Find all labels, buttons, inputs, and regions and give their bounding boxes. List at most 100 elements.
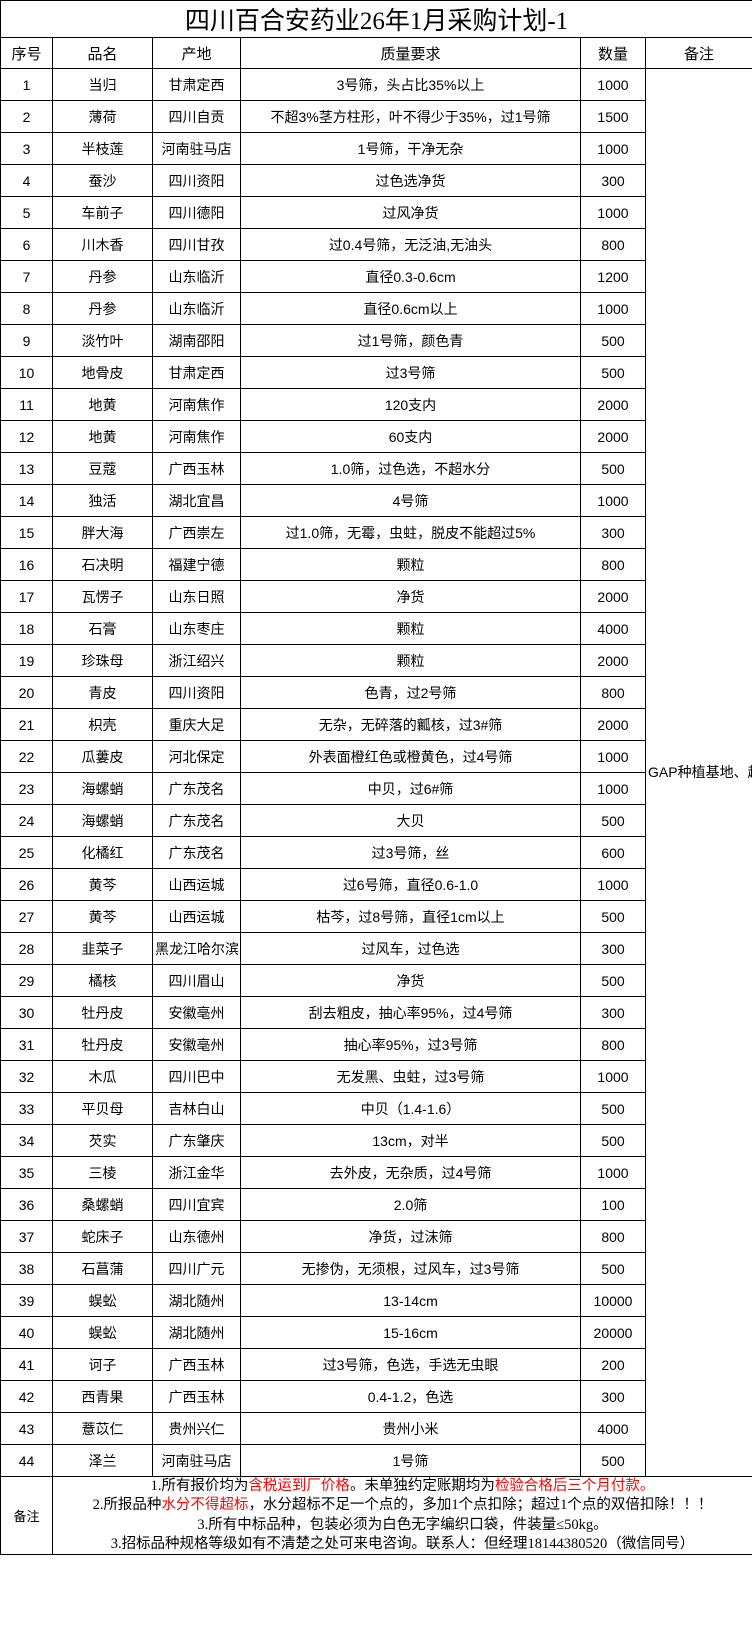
cell-origin: 河南焦作 [152,388,241,421]
cell-index: 20 [0,676,53,709]
table-row: 24 海螺蛸 广东茂名 大贝 500 [0,804,752,837]
cell-index: 22 [0,740,53,773]
title-row: 四川百合安药业26年1月采购计划-1 [0,0,752,38]
table-row: 36 桑螺蛸 四川宜宾 2.0筛 100 [0,1188,752,1221]
table-row: 27 黄芩 山西运城 枯芩，过8号筛，直径1cm以上 500 [0,900,752,933]
cell-quantity: 300 [580,932,646,965]
cell-quantity: 500 [580,1444,646,1477]
page-title: 四川百合安药业26年1月采购计划-1 [0,0,752,38]
table-row: 3 半枝莲 河南驻马店 1号筛，干净无杂 1000 [0,132,752,165]
cell-origin: 山西运城 [152,900,241,933]
footer-note-line: 3.招标品种规格等级如有不清楚之处可来电咨询。联系人：但经理1814438052… [55,1535,750,1554]
footer-note-text: 1.所有报价均为含税运到厂价格。未单独约定账期均为检验合格后三个月付款。 2.所报… [51,1475,752,1556]
cell-index: 32 [0,1060,53,1093]
cell-product: 泽兰 [52,1444,153,1477]
cell-quantity: 500 [580,900,646,933]
cell-origin: 安徽亳州 [152,1028,241,1061]
cell-quantity: 1000 [580,740,646,773]
cell-index: 18 [0,612,53,645]
table-row: 15 胖大海 广西崇左 过1.0筛，无霉，虫蛀，脱皮不能超过5% 300 [0,516,752,549]
cell-quantity: 2000 [580,580,646,613]
cell-quantity: 200 [580,1348,646,1381]
cell-product: 海螺蛸 [52,772,153,805]
cell-quantity: 800 [580,1220,646,1253]
column-header-quality: 质量要求 [240,37,581,69]
cell-quality: 外表面橙红色或橙黄色，过4号筛 [240,740,581,773]
cell-quantity: 1000 [580,772,646,805]
cell-quantity: 1000 [580,1156,646,1189]
column-header-remark: 备注 [644,37,752,69]
table-row: 4 蚕沙 四川资阳 过色选净货 300 [0,164,752,197]
cell-index: 23 [0,772,53,805]
cell-product: 黄芩 [52,900,153,933]
table-row: 34 芡实 广东肇庆 13cm，对半 500 [0,1124,752,1157]
cell-product: 橘核 [52,964,153,997]
footer-plain-text: 1.所有报价均为 [150,1478,249,1494]
cell-origin: 湖北随州 [152,1284,241,1317]
cell-index: 14 [0,484,53,517]
cell-quality: 0.4-1.2，色选 [240,1380,581,1413]
cell-quantity: 10000 [580,1284,646,1317]
table-row: 40 蜈蚣 湖北随州 15-16cm 20000 [0,1316,752,1349]
cell-quality: 60支内 [240,420,581,453]
cell-quantity: 300 [580,1380,646,1413]
cell-quality: 过3号筛 [240,356,581,389]
cell-product: 枳壳 [52,708,153,741]
cell-index: 8 [0,292,53,325]
column-header-product: 品名 [52,37,153,69]
cell-origin: 河南驻马店 [152,132,241,165]
cell-product: 胖大海 [52,516,153,549]
footer-note-line: 3.所有中标品种，包装必须为白色无字编织口袋，件装量≤50kg。 [55,1516,750,1535]
table-row: 6 川木香 四川甘孜 过0.4号筛，无泛油,无油头 800 [0,228,752,261]
cell-product: 蚕沙 [52,164,153,197]
cell-product: 豆蔻 [52,452,153,485]
cell-quality: 净货，过沫筛 [240,1220,581,1253]
cell-quality: 刮去粗皮，抽心率95%，过4号筛 [240,996,581,1029]
cell-quality: 过风车，过色选 [240,932,581,965]
cell-product: 三棱 [52,1156,153,1189]
cell-quality: 1号筛，干净无杂 [240,132,581,165]
cell-quality: 过3号筛，丝 [240,836,581,869]
table-row: 1当归甘肃定西3号筛，头占比35%以上1000GAP种植基地、趁鲜加工企业资质优… [0,68,752,1477]
footer-emphasis-text: 含税运到厂价格 [248,1478,350,1494]
cell-index: 40 [0,1316,53,1349]
cell-quality: 过1.0筛，无霉，虫蛀，脱皮不能超过5% [240,516,581,549]
cell-index: 26 [0,868,53,901]
cell-product: 石决明 [52,548,153,581]
cell-quantity: 300 [580,164,646,197]
cell-index: 5 [0,196,53,229]
cell-product: 蛇床子 [52,1220,153,1253]
table-row: 21 枳壳 重庆大足 无杂，无碎落的瓤核，过3#筛 2000 [0,708,752,741]
cell-product: 石膏 [52,612,153,645]
cell-quantity: 100 [580,1188,646,1221]
footer-emphasis-text: 水分不得超标 [161,1497,249,1514]
cell-origin: 山东临沂 [152,260,241,293]
cell-origin: 山东日照 [152,580,241,613]
cell-quality: 直径0.3-0.6cm [240,260,581,293]
cell-product: 化橘红 [52,836,153,869]
cell-quality: 直径0.6cm以上 [240,292,581,325]
table-row: 2 薄荷 四川自贡 不超3%茎方柱形，叶不得少于35%，过1号筛 1500 [0,100,752,133]
table-row: 25 化橘红 广东茂名 过3号筛，丝 600 [0,836,752,869]
cell-quality: 中贝，过6#筛 [240,772,581,805]
cell-index: 25 [0,836,53,869]
cell-quality: 3号筛，头占比35%以上 [240,68,581,101]
cell-index: 24 [0,804,53,837]
cell-product: 川木香 [52,228,153,261]
cell-quality: 贵州小米 [240,1412,581,1445]
cell-quality: 枯芩，过8号筛，直径1cm以上 [240,900,581,933]
table-row: 35 三棱 浙江金华 去外皮，无杂质，过4号筛 1000 [0,1156,752,1189]
cell-index: 2 [0,100,53,133]
column-header-origin: 产地 [152,37,241,69]
cell-quality: 1.0筛，过色选，不超水分 [240,452,581,485]
cell-origin: 广西崇左 [152,516,241,549]
cell-quantity: 1000 [580,292,646,325]
cell-quality: 过1号筛，颜色青 [240,324,581,357]
cell-quality: 抽心率95%，过3号筛 [240,1028,581,1061]
cell-index: 30 [0,996,53,1029]
cell-quality: 无杂，无碎落的瓤核，过3#筛 [240,708,581,741]
cell-origin: 四川广元 [152,1252,241,1285]
cell-quantity: 4000 [580,1412,646,1445]
cell-quantity: 20000 [580,1316,646,1349]
table-row: 19 珍珠母 浙江绍兴 颗粒 2000 [0,644,752,677]
